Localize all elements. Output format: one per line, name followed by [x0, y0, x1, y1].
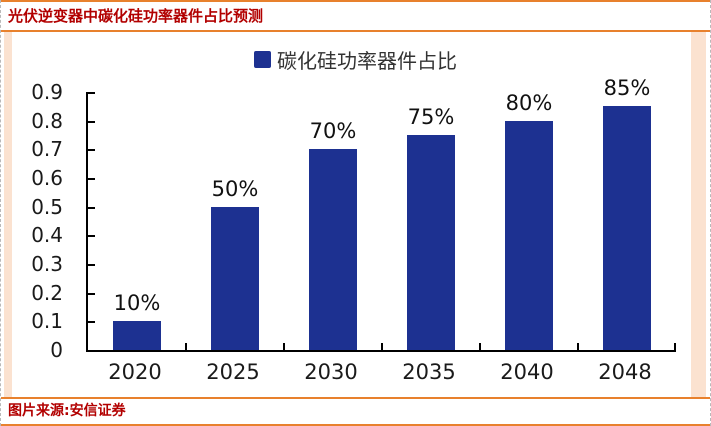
- y-tick-label: 0.1: [31, 309, 63, 334]
- y-tick-label: 0.6: [31, 166, 63, 190]
- y-tick-label: 0.8: [31, 108, 63, 133]
- y-tick-mark: [88, 92, 95, 94]
- y-tick-mark: [88, 120, 95, 123]
- x-tick-label: 2040: [500, 360, 554, 384]
- y-tick-label: 0.3: [31, 252, 63, 276]
- y-axis: 0.9 0.8 0.7 0.6 0.5 0.4 0.3 0.2 0.1 0: [1, 81, 63, 372]
- y-tick-mark: [88, 206, 95, 209]
- bar-value-label: 85%: [603, 76, 651, 101]
- left-border-strip: [4, 32, 12, 397]
- bar: [211, 206, 259, 350]
- x-tick-mark: [381, 343, 383, 350]
- bar-value-label: 75%: [407, 105, 455, 129]
- chart-legend: 碳化硅功率器件占比: [1, 45, 710, 74]
- x-tick-label: 2025: [206, 360, 260, 384]
- x-axis: 2020 2025 2030 2035 2040 2048: [86, 360, 674, 386]
- y-tick-mark: [88, 264, 95, 266]
- bar-value-label: 80%: [505, 90, 553, 115]
- y-tick-mark: [88, 235, 95, 238]
- x-tick-mark: [479, 343, 481, 350]
- bar-value-label: 10%: [113, 291, 161, 316]
- y-tick-mark: [88, 292, 95, 295]
- legend-swatch-icon: [254, 51, 271, 68]
- y-tick-mark: [88, 178, 95, 180]
- bar: [113, 321, 161, 350]
- x-tick-label: 2030: [304, 360, 358, 384]
- x-tick-label: 2048: [598, 360, 652, 384]
- y-tick-label: 0.4: [31, 223, 63, 248]
- bar: [407, 135, 455, 350]
- chart-region: 碳化硅功率器件占比 0.9 0.8 0.7 0.6 0.5 0.4 0.3 0.2 0.1 0 1…: [1, 32, 710, 397]
- image-source: 图片来源:安信证券: [8, 403, 126, 419]
- x-tick-label: 2020: [108, 360, 162, 384]
- bar-value-label: 50%: [211, 176, 259, 201]
- bar-value-label: 70%: [309, 119, 357, 144]
- plot-area: 10% 50% 70% 75% 80% 85%: [86, 76, 676, 352]
- x-tick-mark: [674, 343, 676, 350]
- bottom-rule: [1, 424, 710, 426]
- footer-top-rule: [1, 397, 710, 399]
- legend-label: 碳化硅功率器件占比: [277, 49, 457, 73]
- title-underline: [1, 30, 710, 32]
- x-tick-mark: [283, 343, 285, 350]
- y-tick-mark: [88, 321, 95, 324]
- top-rule: [1, 0, 710, 2]
- bar: [505, 120, 553, 350]
- bar: [309, 149, 357, 350]
- y-tick-label: 0.7: [31, 137, 63, 162]
- y-tick-label: 0.5: [31, 194, 63, 219]
- right-border-strip: [691, 32, 706, 397]
- x-tick-mark: [185, 343, 187, 350]
- y-tick-mark: [88, 149, 95, 152]
- bar: [603, 106, 651, 350]
- x-tick-label: 2035: [402, 360, 456, 384]
- y-tick-label: 0.9: [31, 80, 63, 104]
- y-tick-label: 0.2: [31, 280, 63, 305]
- x-tick-mark: [577, 343, 579, 350]
- page-title: 光伏逆变器中碳化硅功率器件占比预测: [8, 7, 264, 25]
- y-tick-label: 0: [50, 338, 63, 362]
